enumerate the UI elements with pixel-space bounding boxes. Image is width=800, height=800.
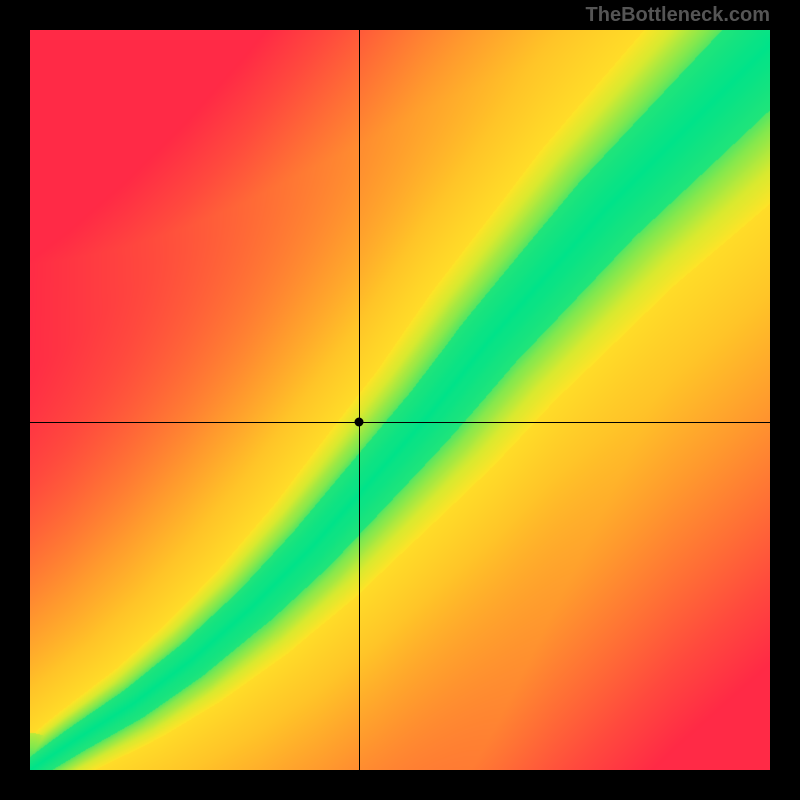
- marker-dot: [355, 418, 364, 427]
- bottleneck-heatmap: [30, 30, 770, 770]
- crosshair-vertical: [359, 30, 360, 770]
- heatmap-canvas: [30, 30, 770, 770]
- watermark-text: TheBottleneck.com: [586, 4, 770, 27]
- crosshair-horizontal: [30, 422, 770, 423]
